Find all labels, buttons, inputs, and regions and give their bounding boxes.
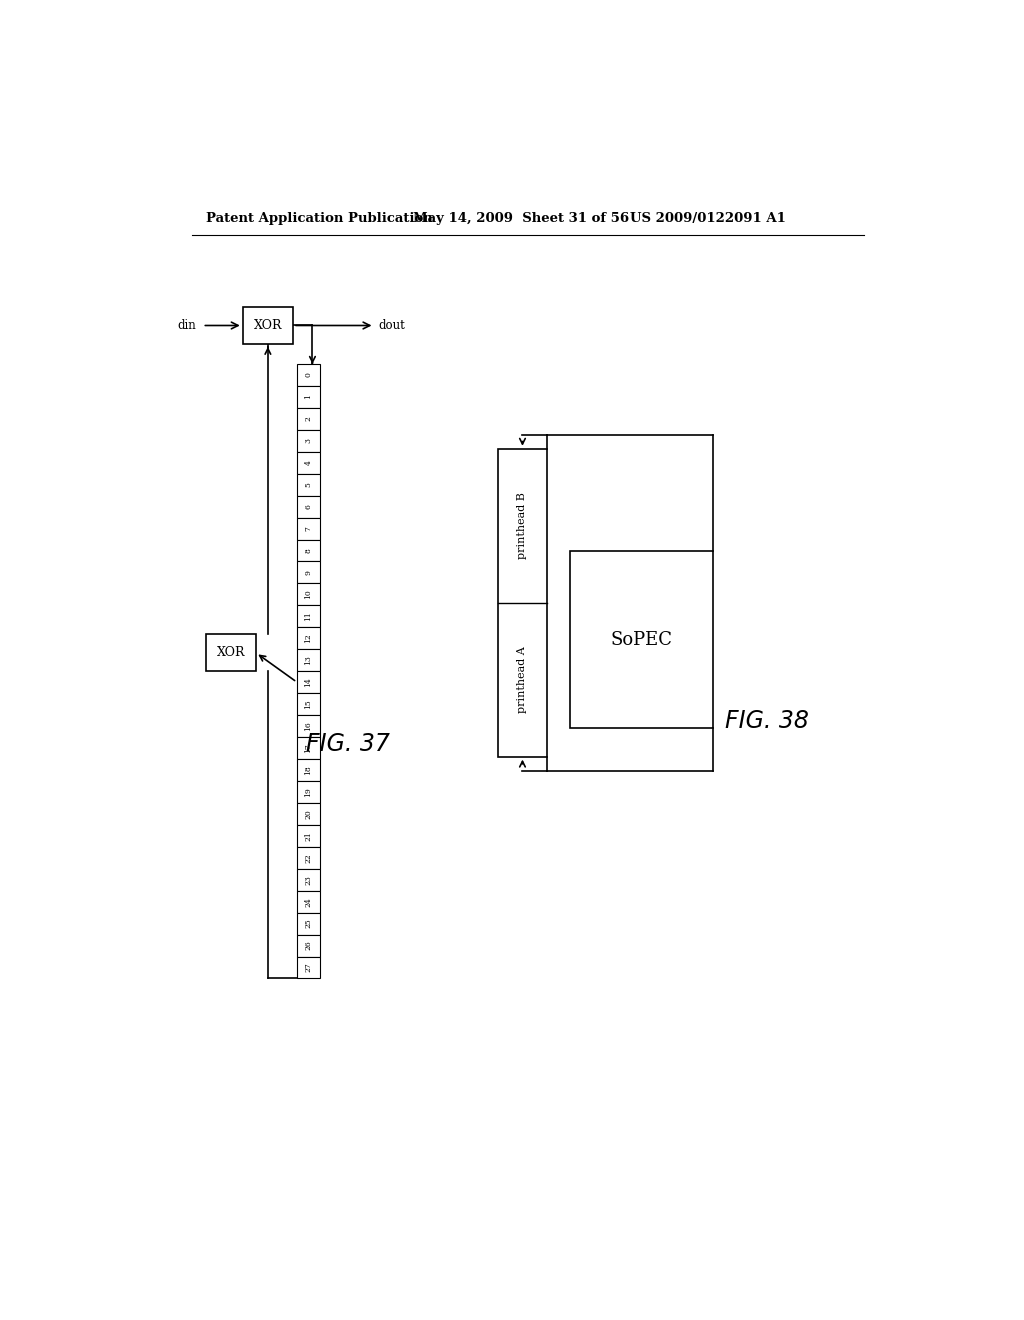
- Bar: [297, 671, 321, 693]
- Bar: [297, 869, 321, 891]
- Text: 5: 5: [304, 482, 312, 487]
- Text: 6: 6: [304, 504, 312, 510]
- Bar: [297, 781, 321, 803]
- Text: printhead B: printhead B: [517, 492, 527, 560]
- Bar: [243, 308, 293, 345]
- Bar: [297, 561, 321, 583]
- Text: SoPEC: SoPEC: [610, 631, 673, 648]
- Bar: [297, 495, 321, 517]
- Text: FIG. 38: FIG. 38: [725, 709, 809, 733]
- Text: 23: 23: [304, 875, 312, 884]
- Text: 3: 3: [304, 438, 312, 444]
- Text: 13: 13: [304, 655, 312, 665]
- Text: 4: 4: [304, 461, 312, 465]
- Text: 26: 26: [304, 941, 312, 950]
- Text: 27: 27: [304, 962, 312, 973]
- Text: 7: 7: [304, 527, 312, 531]
- Text: 15: 15: [304, 700, 312, 709]
- Text: US 2009/0122091 A1: US 2009/0122091 A1: [630, 213, 786, 224]
- Text: 8: 8: [304, 548, 312, 553]
- Text: 24: 24: [304, 896, 312, 907]
- Text: XOR: XOR: [254, 319, 283, 333]
- Text: XOR: XOR: [216, 647, 245, 659]
- Bar: [297, 715, 321, 737]
- Text: 25: 25: [304, 919, 312, 928]
- Text: 19: 19: [304, 787, 312, 797]
- Bar: [297, 935, 321, 957]
- Text: dout: dout: [378, 319, 406, 333]
- Bar: [297, 408, 321, 430]
- Text: FIG. 37: FIG. 37: [306, 731, 390, 755]
- Text: 1: 1: [304, 395, 312, 400]
- Text: 21: 21: [304, 830, 312, 841]
- Bar: [297, 759, 321, 781]
- Bar: [297, 957, 321, 978]
- Bar: [206, 635, 256, 671]
- Text: May 14, 2009  Sheet 31 of 56: May 14, 2009 Sheet 31 of 56: [414, 213, 630, 224]
- Bar: [297, 627, 321, 649]
- Text: 22: 22: [304, 853, 312, 863]
- Text: 12: 12: [304, 634, 312, 643]
- Text: 16: 16: [304, 721, 312, 731]
- Text: 0: 0: [304, 372, 312, 378]
- Bar: [297, 912, 321, 935]
- Text: 20: 20: [304, 809, 312, 818]
- Text: din: din: [177, 319, 197, 333]
- Bar: [297, 825, 321, 847]
- Bar: [297, 649, 321, 671]
- Bar: [297, 451, 321, 474]
- Bar: [297, 364, 321, 385]
- Bar: [499, 449, 547, 756]
- Text: printhead A: printhead A: [517, 647, 527, 713]
- Text: 17: 17: [304, 743, 312, 752]
- Bar: [297, 737, 321, 759]
- Bar: [297, 847, 321, 869]
- Text: 2: 2: [304, 416, 312, 421]
- Bar: [297, 583, 321, 606]
- Text: 11: 11: [304, 611, 312, 622]
- Text: 18: 18: [304, 766, 312, 775]
- Bar: [297, 430, 321, 451]
- Bar: [297, 517, 321, 540]
- Text: 9: 9: [304, 570, 312, 576]
- Text: 10: 10: [304, 590, 312, 599]
- Bar: [297, 540, 321, 561]
- Bar: [297, 803, 321, 825]
- Bar: [297, 385, 321, 408]
- Bar: [569, 552, 713, 729]
- Bar: [297, 606, 321, 627]
- Bar: [297, 474, 321, 496]
- Text: 14: 14: [304, 677, 312, 688]
- Text: Patent Application Publication: Patent Application Publication: [206, 213, 432, 224]
- Bar: [297, 693, 321, 715]
- Bar: [297, 891, 321, 912]
